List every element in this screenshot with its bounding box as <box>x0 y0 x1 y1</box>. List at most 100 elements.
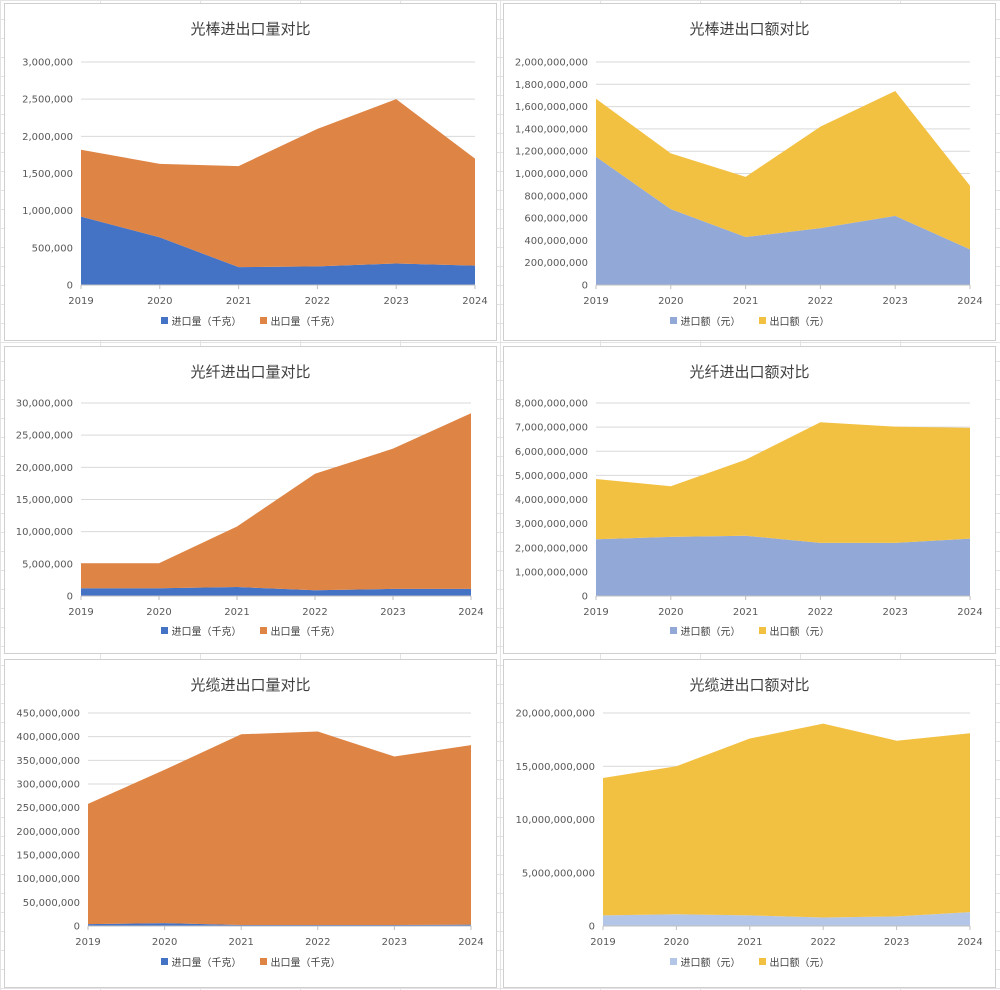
x-tick-label: 2019 <box>583 607 608 618</box>
x-tick-label: 2022 <box>302 607 327 618</box>
legend-swatch <box>259 627 267 634</box>
chart-legend: 进口额（元） 出口额（元） <box>504 954 995 969</box>
legend-label: 进口额（元） <box>680 317 741 328</box>
y-tick-label: 15,000,000 <box>16 495 73 506</box>
legend-swatch <box>669 627 677 634</box>
y-tick-label: 5,000,000,000 <box>515 471 588 482</box>
area-series-import <box>603 912 970 926</box>
x-tick-label: 2022 <box>808 296 833 307</box>
legend-label: 出口量（千克） <box>270 958 341 969</box>
chart-panel: 光棒进出口额对比 0 200,000,000 400,000,000 600,000,0… <box>503 3 996 341</box>
x-tick-label: 2024 <box>957 937 982 948</box>
x-tick-label: 2021 <box>737 937 762 948</box>
chart-plot: 0 5,000,000 10,000,000 15,000,000 20,000,000… <box>16 399 484 619</box>
y-tick-label: 0 <box>74 922 80 933</box>
legend-label: 出口额（元） <box>769 958 830 969</box>
x-tick-label: 2019 <box>583 296 608 307</box>
legend-item: 出口量（千克） <box>259 313 341 328</box>
legend-swatch <box>758 958 766 965</box>
y-tick-label: 2,000,000 <box>22 132 73 143</box>
chart-legend: 进口量（千克） 出口量（千克） <box>5 623 496 638</box>
y-tick-label: 0 <box>67 281 73 292</box>
y-tick-label: 2,000,000,000 <box>515 58 588 69</box>
y-tick-label: 20,000,000 <box>16 463 73 474</box>
area-series-export <box>88 731 471 926</box>
area-series-import <box>596 535 970 596</box>
x-tick-label: 2020 <box>147 296 172 307</box>
legend-swatch <box>259 317 267 324</box>
y-tick-label: 10,000,000 <box>16 527 73 538</box>
y-tick-label: 1,000,000,000 <box>515 567 588 578</box>
y-tick-label: 1,000,000 <box>22 206 73 217</box>
chart-title: 光纤进出口额对比 <box>689 363 810 381</box>
chart-panel: 光纤进出口额对比 0 1,000,000,000 2,000,000,000 3,000… <box>503 346 996 654</box>
chart-legend: 进口量（千克） 出口量（千克） <box>5 954 496 969</box>
legend-item: 进口量（千克） <box>160 623 242 638</box>
x-tick-label: 2022 <box>808 607 833 618</box>
chart-panel: 光棒进出口量对比 0 500,000 1,000,000 1,500,000 2,000,… <box>4 3 497 341</box>
y-tick-label: 350,000,000 <box>16 756 80 767</box>
area-series-export <box>596 422 970 543</box>
y-tick-label: 400,000,000 <box>524 236 588 247</box>
y-tick-label: 1,500,000 <box>22 169 73 180</box>
legend-label: 进口额（元） <box>680 627 741 638</box>
y-tick-label: 30,000,000 <box>16 399 73 410</box>
x-tick-label: 2022 <box>305 937 330 948</box>
y-tick-label: 5,000,000 <box>22 559 73 570</box>
x-tick-label: 2021 <box>226 296 251 307</box>
y-tick-label: 25,000,000 <box>16 431 73 442</box>
y-tick-label: 15,000,000,000 <box>515 762 595 773</box>
x-tick-label: 2019 <box>68 296 93 307</box>
x-tick-label: 2019 <box>68 607 93 618</box>
chart-plot: 0 500,000 1,000,000 1,500,000 2,000,000 2,500… <box>22 58 488 308</box>
y-tick-label: 500,000 <box>32 243 73 254</box>
legend-item: 进口量（千克） <box>160 954 242 969</box>
y-tick-label: 0 <box>589 922 595 933</box>
legend-swatch <box>669 958 677 965</box>
y-tick-label: 50,000,000 <box>23 898 80 909</box>
legend-label: 出口量（千克） <box>270 627 341 638</box>
area-series-export <box>603 723 970 918</box>
y-tick-label: 1,000,000,000 <box>515 169 588 180</box>
legend-item: 进口额（元） <box>669 954 741 969</box>
x-tick-label: 2021 <box>224 607 249 618</box>
x-tick-label: 2022 <box>810 937 835 948</box>
y-tick-label: 250,000,000 <box>16 803 80 814</box>
y-tick-label: 3,000,000 <box>22 58 73 69</box>
area-series-export <box>81 413 471 591</box>
y-tick-label: 20,000,000,000 <box>515 709 595 720</box>
legend-swatch <box>160 627 168 634</box>
legend-swatch <box>669 317 677 324</box>
chart-panel: 光缆进出口量对比 0 50,000,000 100,000,000 150,000,00… <box>4 659 497 988</box>
y-tick-label: 200,000,000 <box>524 258 588 269</box>
y-tick-label: 10,000,000,000 <box>515 815 595 826</box>
chart-title: 光纤进出口量对比 <box>190 363 311 381</box>
y-tick-label: 0 <box>582 592 588 603</box>
x-tick-label: 2024 <box>957 607 982 618</box>
y-tick-label: 800,000,000 <box>524 191 588 202</box>
chart-title: 光棒进出口额对比 <box>689 20 810 38</box>
x-tick-label: 2020 <box>658 607 683 618</box>
y-tick-label: 400,000,000 <box>16 732 80 743</box>
y-tick-label: 150,000,000 <box>16 851 80 862</box>
chart-plot: 0 1,000,000,000 2,000,000,000 3,000,000,000… <box>515 399 983 619</box>
x-tick-label: 2019 <box>590 937 615 948</box>
legend-item: 进口量（千克） <box>160 313 242 328</box>
y-tick-label: 7,000,000,000 <box>515 423 588 434</box>
legend-label: 出口量（千克） <box>270 317 341 328</box>
y-tick-label: 600,000,000 <box>524 214 588 225</box>
x-tick-label: 2023 <box>380 607 405 618</box>
y-tick-label: 1,200,000,000 <box>515 147 588 158</box>
chart-title: 光棒进出口量对比 <box>190 20 311 38</box>
x-tick-label: 2021 <box>733 296 758 307</box>
legend-label: 出口额（元） <box>769 627 830 638</box>
legend-swatch <box>758 627 766 634</box>
legend-item: 出口额（元） <box>758 313 830 328</box>
area-series-export <box>81 99 475 268</box>
area-series-import <box>81 216 475 285</box>
chart-legend: 进口量（千克） 出口量（千克） <box>5 313 496 328</box>
y-tick-label: 6,000,000,000 <box>515 447 588 458</box>
area-series-export <box>596 90 970 250</box>
x-tick-label: 2020 <box>146 607 171 618</box>
x-tick-label: 2023 <box>383 296 408 307</box>
